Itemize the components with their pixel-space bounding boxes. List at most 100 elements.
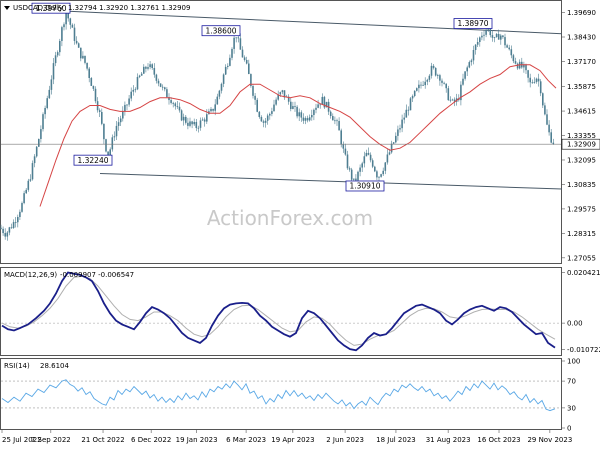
candle-body bbox=[525, 64, 527, 71]
candle-body bbox=[445, 83, 447, 89]
time-tick-label: 6 Mar 2023 bbox=[226, 436, 266, 444]
rsi-tick-label: 70 bbox=[567, 378, 576, 386]
candle-body bbox=[376, 171, 378, 178]
candle-body bbox=[544, 105, 546, 115]
candle-body bbox=[191, 121, 193, 125]
candle-body bbox=[42, 114, 44, 130]
candle-body bbox=[539, 81, 542, 94]
candle-body bbox=[243, 57, 246, 60]
candle-body bbox=[19, 211, 21, 218]
candle-body bbox=[388, 152, 391, 155]
candle-body bbox=[485, 29, 487, 35]
candle-body bbox=[361, 163, 363, 168]
candle-body bbox=[416, 88, 418, 91]
candle-body bbox=[315, 107, 317, 110]
candle-body bbox=[145, 66, 147, 69]
candle-body bbox=[290, 101, 292, 109]
candle-body bbox=[10, 227, 13, 229]
pivot-label: 1.30910 bbox=[349, 182, 380, 191]
candle-body bbox=[170, 100, 172, 103]
macd-signal-line bbox=[1, 275, 556, 346]
candle-body bbox=[161, 86, 164, 88]
time-tick-label: 21 Oct 2022 bbox=[81, 436, 124, 444]
candle-body bbox=[533, 81, 536, 83]
candle-body bbox=[203, 119, 206, 122]
candle-body bbox=[54, 55, 57, 64]
candle-body bbox=[516, 63, 519, 69]
candle-body bbox=[495, 33, 498, 38]
time-tick-label: 18 Jul 2023 bbox=[376, 436, 416, 444]
rsi-header: RSI(14) 28.6104 bbox=[4, 362, 69, 370]
collapse-triangle-icon[interactable] bbox=[4, 6, 10, 10]
candle-body bbox=[395, 135, 397, 143]
rsi-tick-label: 0 bbox=[567, 425, 571, 433]
candle-body bbox=[264, 120, 267, 123]
candle-body bbox=[300, 112, 303, 118]
candle-body bbox=[119, 118, 122, 123]
pivot-label: 1.39760 bbox=[35, 4, 66, 13]
candle-body bbox=[269, 113, 271, 116]
pivot-label-box bbox=[345, 180, 385, 192]
candle-body bbox=[134, 89, 137, 91]
candle-body bbox=[23, 193, 25, 204]
candle-body bbox=[537, 78, 540, 82]
candle-body bbox=[317, 104, 319, 108]
candle-body bbox=[237, 37, 240, 39]
candle-body bbox=[88, 68, 90, 78]
time-tick-label: 25 Jul 2022 bbox=[2, 436, 42, 444]
candle-body bbox=[426, 79, 429, 82]
candle-body bbox=[489, 25, 492, 36]
candle-body bbox=[491, 35, 494, 38]
candle-body bbox=[67, 12, 69, 19]
rsi-tick-label: 100 bbox=[567, 358, 580, 366]
candle-body bbox=[193, 121, 195, 125]
candle-body bbox=[476, 42, 479, 45]
price-header: USDCAD,Daily 1.32794 1.32920 1.32761 1.3… bbox=[4, 4, 190, 12]
candle-body bbox=[63, 24, 65, 28]
candle-body bbox=[151, 64, 153, 68]
pivot-label-box bbox=[73, 154, 113, 166]
price-tick-label: 1.28315 bbox=[567, 230, 596, 238]
candle-body bbox=[73, 27, 76, 41]
pivot-label: 1.38600 bbox=[205, 26, 236, 35]
candle-body bbox=[92, 85, 95, 89]
candle-body bbox=[449, 99, 452, 101]
candle-body bbox=[529, 77, 531, 83]
candle-body bbox=[548, 124, 550, 133]
candle-body bbox=[500, 35, 502, 40]
candle-body bbox=[311, 115, 313, 118]
candle-body bbox=[439, 75, 441, 81]
price-tick-label: 1.35875 bbox=[567, 83, 596, 91]
candle-body bbox=[218, 90, 221, 97]
candle-body bbox=[117, 122, 120, 126]
candle-body bbox=[552, 142, 555, 145]
channel-upper-line bbox=[65, 10, 563, 35]
candle-body bbox=[506, 45, 508, 48]
candle-body bbox=[466, 67, 468, 72]
candle-body bbox=[329, 111, 332, 117]
macd-axis: 0.020421 0.00 -0.010722 bbox=[1, 269, 600, 354]
candle-body bbox=[355, 178, 357, 181]
candle-body bbox=[86, 62, 88, 69]
candle-body bbox=[346, 154, 349, 169]
price-tick-label: 1.30835 bbox=[567, 181, 596, 189]
pivot-label-box bbox=[453, 18, 493, 29]
candle-body bbox=[260, 116, 263, 122]
candle-body bbox=[174, 103, 177, 107]
candle-body bbox=[271, 111, 273, 114]
candle-body bbox=[386, 154, 389, 163]
candle-body bbox=[321, 96, 324, 105]
candle-body bbox=[172, 102, 174, 104]
macd-values: -0.009907 -0.006547 bbox=[60, 271, 134, 279]
candle-body bbox=[25, 189, 27, 194]
candle-body bbox=[374, 166, 376, 172]
pivot-labels: 1.39760 1.38600 1.38970 1.32240 1.30910 bbox=[31, 2, 493, 192]
candle-body bbox=[504, 37, 506, 46]
candle-body bbox=[254, 95, 256, 100]
candle-body bbox=[302, 117, 305, 121]
candle-body bbox=[531, 82, 534, 84]
candle-body bbox=[304, 118, 307, 121]
